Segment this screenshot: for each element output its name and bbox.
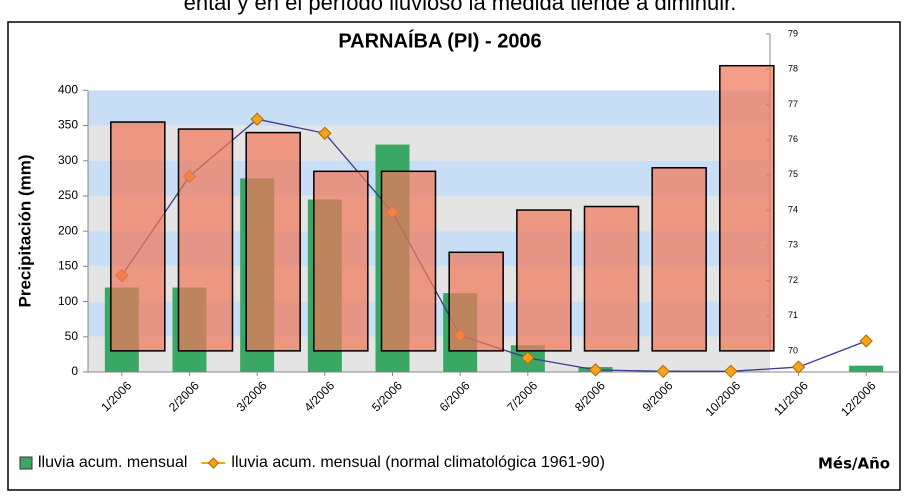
x-axis-label: Més/Año	[818, 455, 890, 473]
y2-bar	[651, 167, 707, 352]
y2-tick-label: 71	[788, 310, 798, 320]
bar	[849, 365, 884, 372]
y2-tick-label: 73	[788, 240, 798, 250]
chart-title: PARNAÍBA (PI) - 2006	[338, 29, 541, 52]
grid-band	[88, 90, 770, 126]
line-point	[250, 112, 264, 126]
x-tick-label: 11/2006	[771, 378, 811, 418]
line-point	[791, 360, 806, 374]
x-tick-label: 6/2006	[437, 378, 473, 414]
y-tick-label: 50	[65, 329, 79, 343]
y2-tick-label: 79	[788, 28, 798, 38]
x-tick-label: 4/2006	[301, 378, 337, 414]
legend-label: lluvia acum. mensual	[38, 454, 187, 471]
y2-bar	[177, 128, 234, 352]
y2-tick-label: 75	[788, 169, 798, 179]
chart-frame	[7, 21, 901, 491]
y2-bar	[448, 251, 504, 352]
y-axis-label: Precipitación (mm)	[15, 154, 34, 307]
legend-label: lluvia acum. mensual (normal climatológi…	[231, 454, 605, 471]
legend-marker	[207, 457, 220, 469]
line-point	[318, 126, 332, 140]
y-tick-label: 200	[58, 223, 78, 237]
y-tick-label: 350	[58, 118, 78, 132]
y-tick-label: 250	[58, 188, 78, 202]
y-tick-label: 300	[58, 153, 78, 167]
x-tick-label: 9/2006	[640, 378, 676, 414]
y2-tick-label: 72	[788, 275, 798, 285]
line-point	[724, 364, 738, 379]
x-tick-label: 1/2006	[98, 378, 134, 414]
x-tick-label: 7/2006	[504, 378, 540, 414]
y2-bar	[583, 205, 640, 352]
x-tick-label: 3/2006	[234, 378, 270, 414]
y2-tick-label: 74	[788, 204, 798, 214]
line-point	[859, 334, 873, 348]
x-tick-label: 2/2006	[166, 378, 202, 414]
x-tick-label: 5/2006	[369, 378, 405, 414]
y2-bar	[313, 170, 369, 352]
y-tick-label: 400	[58, 83, 78, 97]
x-tick-label: 12/2006	[838, 378, 879, 419]
y2-bar	[380, 170, 437, 352]
line-point	[588, 363, 603, 377]
y2-bar	[516, 209, 572, 352]
y2-tick-label: 70	[788, 345, 798, 355]
line-point	[656, 364, 670, 379]
legend-swatch	[19, 456, 33, 470]
y2-bar	[719, 64, 775, 352]
caption: ental y en el período lluvioso la medida…	[184, 0, 737, 15]
y2-tick-label: 76	[788, 134, 798, 144]
y2-tick-label: 78	[788, 64, 798, 74]
y-tick-label: 0	[71, 364, 78, 378]
y2-bar	[110, 121, 166, 352]
x-tick-label: 10/2006	[703, 378, 744, 419]
line-point	[521, 351, 535, 365]
y-tick-label: 100	[58, 294, 78, 308]
x-tick-label: 8/2006	[572, 378, 608, 414]
y2-bar	[245, 131, 301, 352]
y-tick-label: 150	[58, 259, 78, 273]
y2-tick-label: 77	[788, 99, 798, 109]
